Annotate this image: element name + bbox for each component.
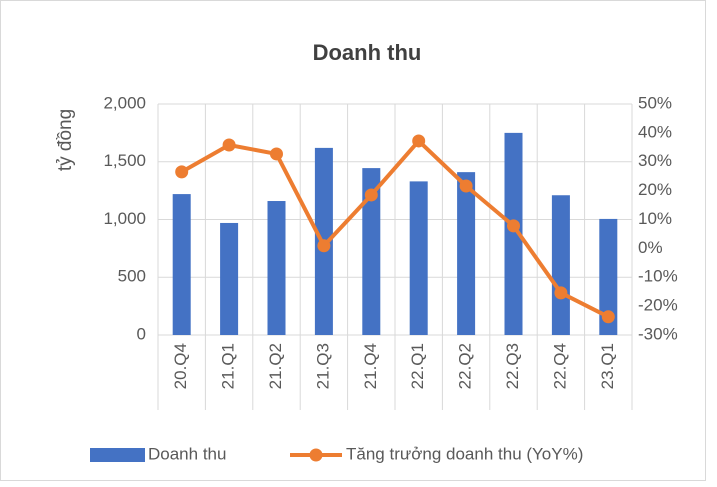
y-tick-label: 2,000: [103, 93, 146, 112]
x-tick-label: 22.Q1: [408, 343, 427, 389]
line: [180, 138, 610, 319]
bar: [172, 194, 191, 335]
x-tick-label: 22.Q3: [503, 343, 522, 389]
bar: [504, 132, 523, 335]
y2-tick-label: -30%: [638, 324, 678, 343]
x-tick-label: 21.Q3: [313, 343, 332, 389]
y2-tick-label: -10%: [638, 267, 678, 286]
bar: [599, 218, 618, 335]
line-point: [601, 310, 615, 324]
x-tick-label: 21.Q2: [266, 343, 285, 389]
line-point: [317, 239, 331, 253]
bar: [457, 172, 476, 335]
x-tick-label: 23.Q1: [598, 343, 617, 389]
y2-tick-label: 50%: [638, 93, 672, 112]
line-point: [412, 134, 426, 148]
x-tick-label: 22.Q4: [550, 343, 569, 389]
y2-tick-label: 30%: [638, 151, 672, 170]
bar: [409, 181, 428, 335]
x-tick-label: 22.Q2: [456, 343, 475, 389]
line-point: [554, 286, 568, 300]
x-tick-label: 20.Q4: [171, 343, 190, 389]
bar: [362, 168, 381, 335]
bar: [267, 201, 286, 335]
chart-title: Doanh thu: [313, 40, 422, 65]
y2-tick-label: 40%: [638, 122, 672, 141]
legend-swatch-point: [309, 448, 323, 462]
chart-border: [0, 0, 706, 481]
line-point: [459, 179, 473, 193]
y2-tick-label: 20%: [638, 180, 672, 199]
y-tick-label: 0: [137, 324, 146, 343]
y-tick-label: 1,000: [103, 209, 146, 228]
y2-tick-label: -20%: [638, 296, 678, 315]
y-axis-label: tỷ đồng: [55, 109, 76, 171]
y2-tick-label: 10%: [638, 209, 672, 228]
y-tick-label: 1,500: [103, 151, 146, 170]
legend-swatch: [90, 448, 145, 462]
line-point: [507, 219, 520, 233]
bar: [220, 222, 239, 335]
legend-label: Tăng trưởng doanh thu (YoY%): [346, 444, 583, 463]
bar: [551, 195, 570, 335]
line-point: [222, 138, 236, 152]
x-tick-label: 21.Q1: [219, 343, 238, 389]
line-point: [270, 147, 283, 161]
y2-tick-label: 0%: [638, 238, 663, 257]
x-tick-label: 21.Q4: [361, 343, 380, 389]
y-tick-label: 500: [118, 267, 146, 286]
legend-label: Doanh thu: [148, 444, 226, 463]
line-point: [175, 165, 189, 179]
line-point: [364, 188, 378, 202]
